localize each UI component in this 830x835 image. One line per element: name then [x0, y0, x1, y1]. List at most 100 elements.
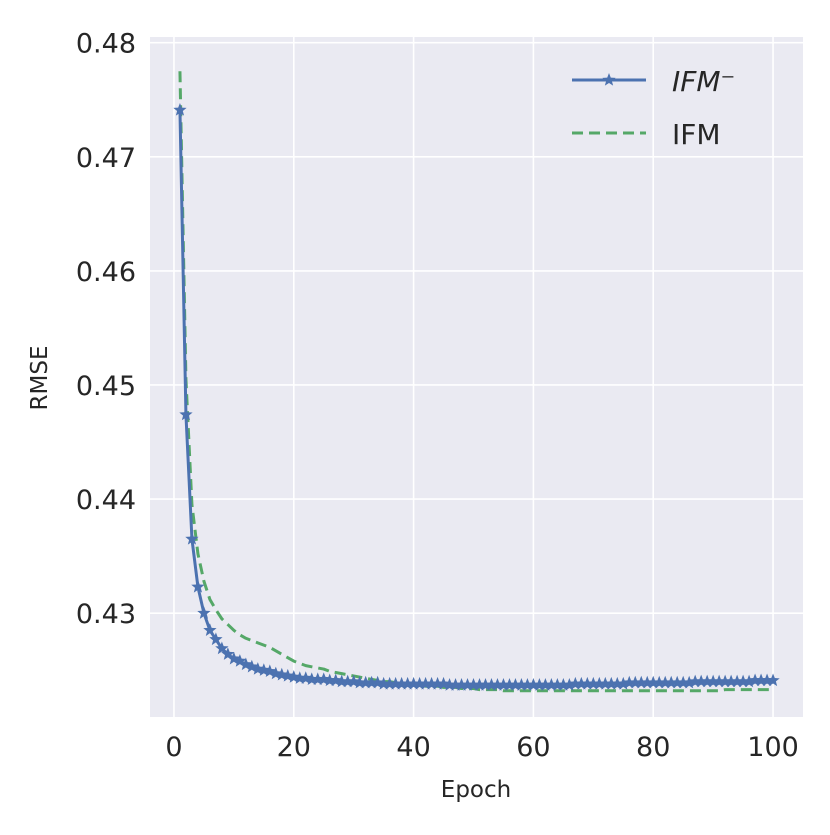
data-point-ifm-minus-epoch-92	[718, 674, 732, 688]
data-point-ifm-minus-epoch-36	[382, 676, 397, 690]
legend-label-ifm: IFM	[672, 118, 721, 151]
legend: IFM⁻ IFM	[572, 65, 735, 151]
data-point-ifm-minus-epoch-16	[263, 664, 277, 678]
data-point-ifm-minus-epoch-62	[538, 678, 553, 691]
data-point-ifm-minus-epoch-57	[508, 678, 523, 691]
data-point-ifm-minus-epoch-42	[418, 676, 433, 690]
data-point-ifm-minus-epoch-38	[394, 676, 409, 690]
data-point-ifm-minus-epoch-10	[227, 651, 241, 665]
data-point-ifm-minus-epoch-47	[448, 678, 463, 691]
data-point-ifm-minus-epoch-79	[640, 675, 654, 689]
legend-star-marker	[602, 73, 616, 86]
data-point-ifm-minus-epoch-48	[454, 678, 469, 691]
data-point-ifm-minus-epoch-5	[197, 606, 211, 619]
data-point-ifm-minus-epoch-83	[664, 675, 678, 689]
series-markers-ifm-minus	[173, 103, 780, 691]
data-point-ifm-minus-epoch-67	[568, 676, 583, 690]
data-point-ifm-minus-epoch-72	[598, 676, 612, 690]
data-point-ifm-minus-epoch-78	[634, 675, 648, 689]
data-point-ifm-minus-epoch-56	[502, 678, 517, 691]
data-point-ifm-minus-epoch-39	[400, 676, 415, 690]
y-tick-label-1: 0.44	[76, 485, 136, 516]
data-point-ifm-minus-epoch-24	[311, 672, 325, 686]
x-tick-label-0: 0	[165, 732, 182, 763]
data-point-ifm-minus-epoch-64	[550, 678, 565, 691]
data-point-ifm-minus-epoch-9	[221, 647, 235, 660]
tick-labels: 0 20 40 60 80 100 0.43 0.44 0.45 0.46 0.47 0.48	[76, 29, 799, 763]
data-point-ifm-minus-epoch-35	[376, 676, 391, 690]
data-point-ifm-minus-epoch-33	[365, 675, 379, 689]
data-point-ifm-minus-epoch-84	[670, 675, 684, 689]
y-tick-label-4: 0.47	[76, 143, 136, 174]
y-tick-label-3: 0.46	[76, 257, 136, 288]
data-point-ifm-minus-epoch-63	[544, 678, 559, 691]
data-point-ifm-minus-epoch-55	[496, 678, 511, 691]
data-point-ifm-minus-epoch-89	[700, 674, 714, 688]
data-point-ifm-minus-epoch-43	[424, 676, 439, 690]
series-layer	[173, 71, 780, 693]
data-point-ifm-minus-epoch-82	[658, 675, 672, 689]
data-point-ifm-minus-epoch-65	[556, 678, 571, 691]
data-point-ifm-minus-epoch-74	[610, 676, 624, 690]
data-point-ifm-minus-epoch-13	[245, 659, 259, 673]
data-point-ifm-minus-epoch-61	[532, 678, 547, 691]
data-point-ifm-minus-epoch-51	[472, 678, 487, 691]
data-point-ifm-minus-epoch-71	[592, 676, 606, 690]
data-point-ifm-minus-epoch-59	[520, 678, 535, 691]
data-point-ifm-minus-epoch-58	[514, 678, 529, 691]
data-point-ifm-minus-epoch-66	[562, 678, 577, 691]
plot-area	[150, 37, 803, 717]
data-point-ifm-minus-epoch-49	[460, 678, 475, 691]
data-point-ifm-minus-epoch-100	[766, 673, 780, 687]
data-point-ifm-minus-epoch-96	[742, 674, 756, 688]
data-point-ifm-minus-epoch-7	[209, 632, 223, 646]
data-point-ifm-minus-epoch-95	[736, 674, 750, 688]
data-point-ifm-minus-epoch-85	[676, 675, 690, 689]
x-tick-label-5: 100	[747, 732, 799, 763]
gridlines	[150, 37, 803, 717]
x-tick-label-3: 60	[516, 732, 550, 763]
data-point-ifm-minus-epoch-99	[760, 673, 774, 687]
data-point-ifm-minus-epoch-80	[646, 675, 660, 689]
y-tick-label-0: 0.43	[76, 599, 136, 630]
data-point-ifm-minus-epoch-3	[185, 532, 199, 545]
data-point-ifm-minus-epoch-23	[305, 672, 319, 686]
data-point-ifm-minus-epoch-2	[179, 407, 193, 421]
data-point-ifm-minus-epoch-88	[694, 674, 708, 688]
data-point-ifm-minus-epoch-91	[712, 674, 726, 688]
data-point-ifm-minus-epoch-6	[203, 623, 217, 636]
data-point-ifm-minus-epoch-52	[478, 678, 493, 691]
data-point-ifm-minus-epoch-4	[191, 579, 205, 593]
data-point-ifm-minus-epoch-37	[388, 676, 403, 690]
data-point-ifm-minus-epoch-94	[730, 674, 744, 688]
data-point-ifm-minus-epoch-28	[335, 674, 349, 688]
data-point-ifm-minus-epoch-11	[233, 654, 247, 667]
data-point-ifm-minus-epoch-69	[580, 676, 594, 690]
data-point-ifm-minus-epoch-86	[682, 675, 696, 689]
data-point-ifm-minus-epoch-81	[652, 675, 666, 689]
data-point-ifm-minus-epoch-32	[359, 675, 373, 689]
data-point-ifm-minus-epoch-40	[406, 676, 421, 690]
data-point-ifm-minus-epoch-70	[586, 676, 600, 690]
data-point-ifm-minus-epoch-76	[622, 675, 636, 689]
data-point-ifm-minus-epoch-41	[412, 676, 427, 690]
data-point-ifm-minus-epoch-98	[754, 673, 768, 687]
data-point-ifm-minus-epoch-68	[574, 676, 588, 690]
data-point-ifm-minus-epoch-90	[706, 674, 720, 688]
data-point-ifm-minus-epoch-1	[173, 103, 187, 116]
data-point-ifm-minus-epoch-87	[688, 674, 702, 688]
data-point-ifm-minus-epoch-54	[490, 678, 505, 691]
x-tick-label-2: 40	[396, 732, 430, 763]
y-axis-label: RMSE	[27, 346, 53, 411]
data-point-ifm-minus-epoch-93	[724, 674, 738, 688]
data-point-ifm-minus-epoch-46	[442, 678, 457, 691]
data-point-ifm-minus-epoch-21	[293, 671, 307, 684]
data-point-ifm-minus-epoch-60	[526, 678, 541, 691]
data-point-ifm-minus-epoch-97	[748, 673, 762, 687]
data-point-ifm-minus-epoch-75	[616, 676, 630, 690]
data-point-ifm-minus-epoch-53	[484, 678, 499, 691]
x-tick-label-1: 20	[277, 732, 311, 763]
data-point-ifm-minus-epoch-44	[430, 676, 445, 690]
